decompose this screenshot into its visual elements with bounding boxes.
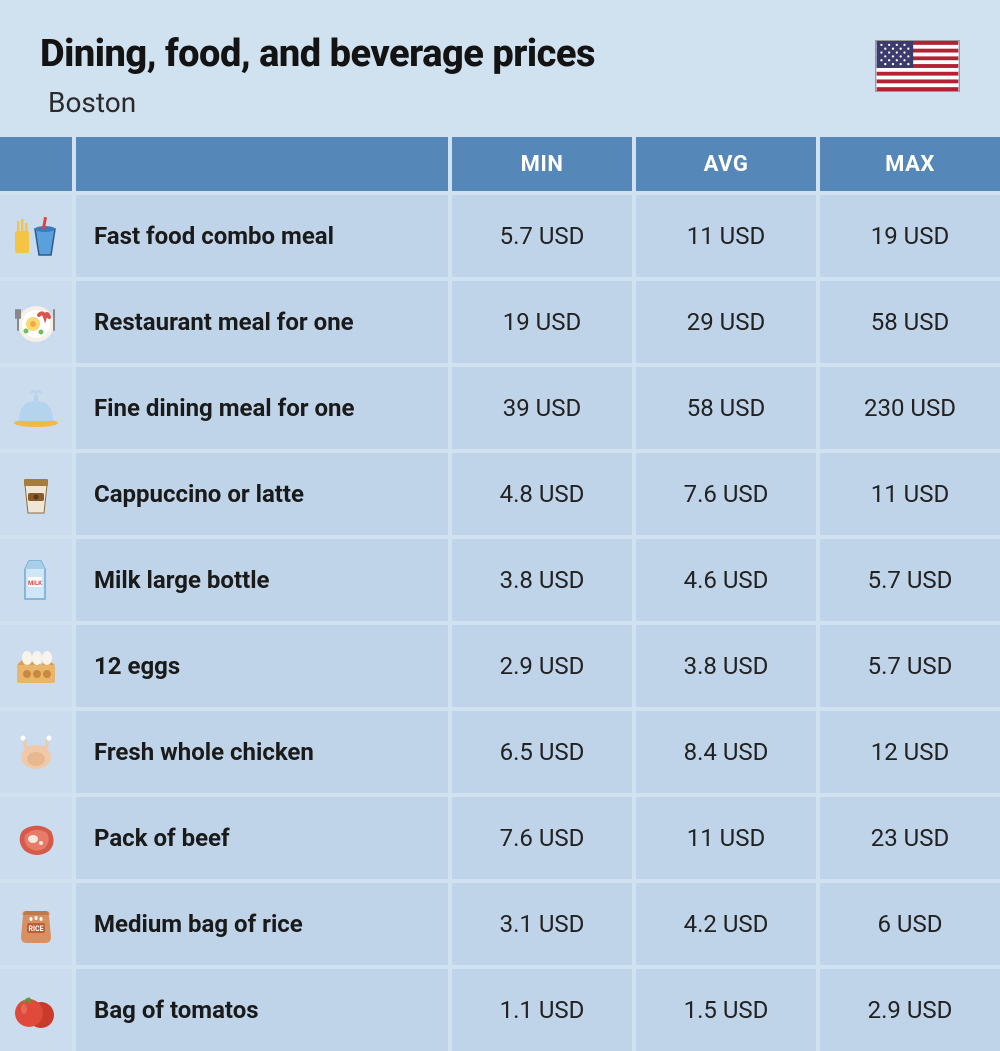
table-row: MILK Milk large bottle3.8 USD4.6 USD5.7 U… bbox=[0, 539, 1000, 621]
row-min: 2.9 USD bbox=[452, 625, 632, 707]
table-row: Fast food combo meal5.7 USD11 USD19 USD bbox=[0, 195, 1000, 277]
page-container: Dining, food, and beverage prices Boston… bbox=[0, 0, 1000, 1051]
fast-food-icon bbox=[11, 211, 61, 261]
row-icon-cell bbox=[0, 453, 72, 535]
row-icon-cell bbox=[0, 281, 72, 363]
milk-icon: MILK bbox=[11, 555, 61, 605]
row-min: 1.1 USD bbox=[452, 969, 632, 1051]
row-label: Pack of beef bbox=[76, 797, 448, 879]
row-max: 2.9 USD bbox=[820, 969, 1000, 1051]
eggs-icon bbox=[11, 641, 61, 691]
row-icon-cell bbox=[0, 797, 72, 879]
row-avg: 58 USD bbox=[636, 367, 816, 449]
row-icon-cell bbox=[0, 711, 72, 793]
table-row: RICE Medium bag of rice3.1 USD4.2 USD6 US… bbox=[0, 883, 1000, 965]
price-table: MIN AVG MAX Fast food combo meal5.7 USD1… bbox=[0, 137, 1000, 1051]
row-icon-cell bbox=[0, 969, 72, 1051]
row-icon-cell: RICE bbox=[0, 883, 72, 965]
row-max: 5.7 USD bbox=[820, 539, 1000, 621]
row-label: Fast food combo meal bbox=[76, 195, 448, 277]
chicken-icon bbox=[11, 727, 61, 777]
row-avg: 8.4 USD bbox=[636, 711, 816, 793]
row-max: 23 USD bbox=[820, 797, 1000, 879]
svg-text:RICE: RICE bbox=[28, 925, 43, 933]
page-title: Dining, food, and beverage prices bbox=[40, 32, 960, 76]
row-max: 11 USD bbox=[820, 453, 1000, 535]
table-header-row: MIN AVG MAX bbox=[0, 137, 1000, 191]
row-max: 5.7 USD bbox=[820, 625, 1000, 707]
row-min: 3.1 USD bbox=[452, 883, 632, 965]
row-max: 58 USD bbox=[820, 281, 1000, 363]
row-min: 4.8 USD bbox=[452, 453, 632, 535]
rice-icon: RICE bbox=[11, 899, 61, 949]
table-row: Restaurant meal for one19 USD29 USD58 US… bbox=[0, 281, 1000, 363]
fine-dining-icon bbox=[11, 383, 61, 433]
table-row: Cappuccino or latte4.8 USD7.6 USD11 USD bbox=[0, 453, 1000, 535]
row-label: 12 eggs bbox=[76, 625, 448, 707]
row-icon-cell bbox=[0, 367, 72, 449]
row-min: 39 USD bbox=[452, 367, 632, 449]
row-max: 12 USD bbox=[820, 711, 1000, 793]
row-min: 19 USD bbox=[452, 281, 632, 363]
row-avg: 11 USD bbox=[636, 797, 816, 879]
row-icon-cell: MILK bbox=[0, 539, 72, 621]
svg-text:MILK: MILK bbox=[28, 580, 42, 587]
row-icon-cell bbox=[0, 625, 72, 707]
row-min: 7.6 USD bbox=[452, 797, 632, 879]
table-row: 12 eggs2.9 USD3.8 USD5.7 USD bbox=[0, 625, 1000, 707]
coffee-icon bbox=[11, 469, 61, 519]
row-avg: 11 USD bbox=[636, 195, 816, 277]
row-avg: 4.2 USD bbox=[636, 883, 816, 965]
restaurant-icon bbox=[11, 297, 61, 347]
tomatoes-icon bbox=[11, 985, 61, 1035]
us-flag-icon bbox=[875, 40, 960, 92]
row-label: Milk large bottle bbox=[76, 539, 448, 621]
row-label: Medium bag of rice bbox=[76, 883, 448, 965]
table-body: Fast food combo meal5.7 USD11 USD19 USDR… bbox=[0, 195, 1000, 1051]
row-avg: 1.5 USD bbox=[636, 969, 816, 1051]
page-subtitle: Boston bbox=[40, 86, 960, 119]
row-label: Restaurant meal for one bbox=[76, 281, 448, 363]
row-avg: 29 USD bbox=[636, 281, 816, 363]
row-avg: 3.8 USD bbox=[636, 625, 816, 707]
table-row: Fresh whole chicken6.5 USD8.4 USD12 USD bbox=[0, 711, 1000, 793]
table-row: Bag of tomatos1.1 USD1.5 USD2.9 USD bbox=[0, 969, 1000, 1051]
table-row: Fine dining meal for one39 USD58 USD230 … bbox=[0, 367, 1000, 449]
page-header: Dining, food, and beverage prices Boston bbox=[0, 32, 1000, 137]
header-name-col bbox=[76, 137, 448, 191]
header-min: MIN bbox=[452, 137, 632, 191]
row-max: 230 USD bbox=[820, 367, 1000, 449]
row-min: 6.5 USD bbox=[452, 711, 632, 793]
row-label: Fresh whole chicken bbox=[76, 711, 448, 793]
row-min: 5.7 USD bbox=[452, 195, 632, 277]
header-icon-col bbox=[0, 137, 72, 191]
table-row: Pack of beef7.6 USD11 USD23 USD bbox=[0, 797, 1000, 879]
row-icon-cell bbox=[0, 195, 72, 277]
beef-icon bbox=[11, 813, 61, 863]
row-max: 6 USD bbox=[820, 883, 1000, 965]
row-max: 19 USD bbox=[820, 195, 1000, 277]
header-avg: AVG bbox=[636, 137, 816, 191]
row-label: Cappuccino or latte bbox=[76, 453, 448, 535]
row-label: Bag of tomatos bbox=[76, 969, 448, 1051]
row-avg: 7.6 USD bbox=[636, 453, 816, 535]
row-avg: 4.6 USD bbox=[636, 539, 816, 621]
row-min: 3.8 USD bbox=[452, 539, 632, 621]
header-max: MAX bbox=[820, 137, 1000, 191]
row-label: Fine dining meal for one bbox=[76, 367, 448, 449]
